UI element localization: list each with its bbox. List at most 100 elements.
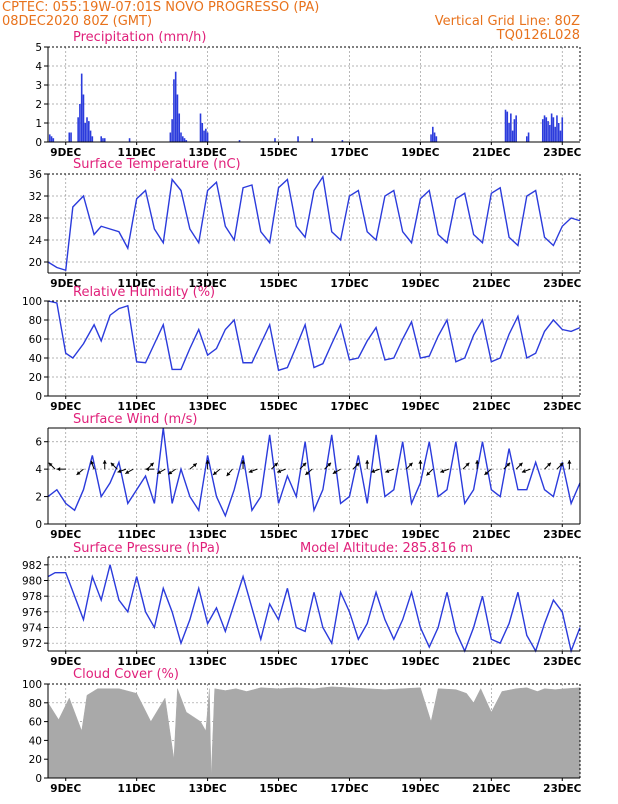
precipitation-bar xyxy=(173,79,175,142)
cloud-cover-ytick-label: 100 xyxy=(22,679,42,691)
precipitation-xtick-label: 9DEC xyxy=(50,147,81,159)
precipitation-ytick-label: 2 xyxy=(35,99,42,111)
wind-xtick-label: 17DEC xyxy=(330,529,369,541)
humidity-xtick-label: 19DEC xyxy=(401,401,440,413)
wind-title: Surface Wind (m/s) xyxy=(73,412,197,427)
precipitation-xtick-label: 23DEC xyxy=(543,147,582,159)
pressure-ytick-label: 978 xyxy=(22,591,42,603)
temperature-xtick-label: 13DEC xyxy=(188,278,227,290)
precipitation-bar xyxy=(549,124,551,142)
wind-wind-arrowhead xyxy=(365,460,370,464)
wind-wind-arrowhead xyxy=(305,471,310,475)
humidity-xtick-label: 13DEC xyxy=(188,401,227,413)
humidity-ytick-label: 40 xyxy=(29,353,42,365)
wind-wind-arrowhead xyxy=(521,469,526,473)
precipitation-bar xyxy=(527,132,530,142)
temperature-panel: 20 24 28 32 36 9DEC 11DEC 13DEC 15DEC 17DEC 19DEC 2… xyxy=(29,157,582,290)
pressure-xtick-label: 21DEC xyxy=(472,656,511,668)
wind-ytick-label: 2 xyxy=(35,492,42,504)
temperature-xtick-label: 15DEC xyxy=(259,278,298,290)
precipitation-xtick-label: 15DEC xyxy=(259,147,298,159)
precipitation-bar xyxy=(554,126,556,142)
precipitation-bar xyxy=(203,130,205,142)
cloud-cover-ytick-label: 0 xyxy=(35,773,42,785)
wind-wind-arrowhead xyxy=(90,460,95,465)
wind-wind-arrowhead xyxy=(408,462,413,467)
pressure-xtick-label: 23DEC xyxy=(543,656,582,668)
precipitation-bar xyxy=(50,136,53,142)
cloud-cover-xtick-label: 9DEC xyxy=(50,783,81,795)
cloud-cover-ytick-label: 20 xyxy=(29,754,42,766)
precipitation-bar xyxy=(183,138,186,142)
precipitation-bar xyxy=(100,136,102,142)
precipitation-ytick-label: 4 xyxy=(35,61,42,73)
wind-wind-arrowhead xyxy=(440,469,445,473)
precipitation-bar xyxy=(556,115,558,142)
cloud-cover-title: Cloud Cover (%) xyxy=(73,667,179,682)
precipitation-bar xyxy=(550,113,553,142)
wind-xtick-label: 11DEC xyxy=(118,529,157,541)
wind-wind-arrowhead xyxy=(385,469,390,473)
humidity-xtick-label: 9DEC xyxy=(50,401,81,413)
wind-wind-arrowhead xyxy=(145,467,149,472)
cloud-cover-xtick-label: 21DEC xyxy=(472,783,511,795)
precipitation-ytick-label: 1 xyxy=(35,118,42,130)
wind-ytick-label: 4 xyxy=(35,464,42,476)
cloud-cover-xtick-label: 11DEC xyxy=(118,783,157,795)
precipitation-bar xyxy=(545,117,548,142)
precipitation-bar xyxy=(103,138,106,142)
wind-ytick-label: 6 xyxy=(35,437,42,449)
precipitation-bar xyxy=(205,128,207,142)
cloud-cover-panel: 0 20 40 60 80 100 9DEC 11DEC 13DEC 15DEC 17DEC 19DE… xyxy=(22,667,582,795)
wind-wind-arrowhead xyxy=(76,471,81,475)
precipitation-xtick-label: 13DEC xyxy=(188,147,227,159)
wind-wind-arrowhead xyxy=(332,470,337,474)
precipitation-bar xyxy=(433,132,436,142)
pressure-ytick-label: 980 xyxy=(22,576,42,588)
humidity-ytick-label: 20 xyxy=(29,372,42,384)
precipitation-bar xyxy=(176,94,179,142)
humidity-xtick-label: 17DEC xyxy=(330,401,369,413)
humidity-xtick-label: 23DEC xyxy=(543,401,582,413)
wind-xtick-label: 15DEC xyxy=(259,529,298,541)
precipitation-bar xyxy=(68,132,71,142)
precipitation-bar xyxy=(80,73,83,142)
precipitation-bar xyxy=(297,136,299,142)
temperature-xtick-label: 9DEC xyxy=(50,278,81,290)
precipitation-bar xyxy=(547,121,549,142)
humidity-panel: 0 20 40 60 80 100 9DEC 11DEC 13DEC 15DEC 17DEC 19DE… xyxy=(22,285,582,413)
wind-wind-arrowhead xyxy=(465,462,470,467)
wind-series-line xyxy=(47,427,581,518)
precipitation-bar xyxy=(199,113,202,142)
header-station: CPTEC: 055:19W-07:01S NOVO PROGRESSO (PA… xyxy=(2,0,319,15)
pressure-series-line xyxy=(47,564,581,654)
temperature-series-line xyxy=(47,174,581,272)
precipitation-xtick-label: 11DEC xyxy=(118,147,157,159)
wind-ytick-label: 0 xyxy=(35,519,42,531)
wind-wind-arrowhead xyxy=(56,467,61,472)
pressure-xtick-label: 9DEC xyxy=(50,656,81,668)
wind-wind-arrowhead xyxy=(125,470,130,474)
wind-wind-arrowhead xyxy=(302,462,307,467)
precipitation-panel: 0 1 2 3 4 5 9DEC 11DEC 13DEC 15DEC 17DEC 19DEC 21DEC… xyxy=(35,30,581,159)
wind-wind-arrowhead xyxy=(226,472,231,477)
wind-wind-arrowhead xyxy=(547,462,551,467)
precipitation-bar xyxy=(185,140,188,142)
temperature-xtick-label: 21DEC xyxy=(472,278,511,290)
humidity-ytick-label: 0 xyxy=(35,391,42,403)
cloud-cover-area xyxy=(47,686,581,779)
temperature-xtick-label: 11DEC xyxy=(118,278,157,290)
precipitation-bar xyxy=(70,132,72,142)
wind-wind-arrowhead xyxy=(484,471,489,475)
header-date: 08DEC2020 80Z (GMT) xyxy=(2,14,152,29)
precipitation-bar xyxy=(274,138,276,142)
pressure-ytick-label: 974 xyxy=(22,623,42,635)
pressure-xtick-label: 11DEC xyxy=(118,656,157,668)
header-model-code: TQ0126L028 xyxy=(496,28,580,43)
precipitation-xtick-label: 19DEC xyxy=(401,147,440,159)
precipitation-title: Precipitation (mm/h) xyxy=(73,30,206,45)
precipitation-bar xyxy=(552,117,555,142)
temperature-title: Surface Temperature (nC) xyxy=(73,157,241,172)
humidity-ytick-label: 80 xyxy=(29,315,42,327)
cloud-cover-xtick-label: 17DEC xyxy=(330,783,369,795)
